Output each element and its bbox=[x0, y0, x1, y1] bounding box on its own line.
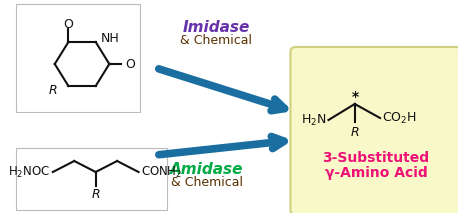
Text: O: O bbox=[64, 19, 73, 32]
Text: H$_2$N: H$_2$N bbox=[301, 112, 327, 128]
Text: Imidase: Imidase bbox=[183, 20, 250, 36]
FancyBboxPatch shape bbox=[16, 148, 167, 210]
Text: & Chemical: & Chemical bbox=[171, 177, 243, 190]
Text: 3-Substituted: 3-Substituted bbox=[322, 151, 430, 165]
FancyBboxPatch shape bbox=[16, 4, 140, 112]
Text: NH: NH bbox=[101, 32, 119, 45]
Text: R: R bbox=[49, 83, 57, 96]
Text: CONH$_2$: CONH$_2$ bbox=[142, 164, 183, 180]
Text: γ-Amino Acid: γ-Amino Acid bbox=[325, 166, 428, 180]
Text: O: O bbox=[125, 58, 135, 71]
Text: & Chemical: & Chemical bbox=[180, 35, 252, 47]
Text: H$_2$NOC: H$_2$NOC bbox=[8, 164, 50, 180]
Text: R: R bbox=[91, 187, 100, 200]
FancyBboxPatch shape bbox=[290, 47, 458, 213]
Text: CO$_2$H: CO$_2$H bbox=[382, 111, 417, 125]
Text: *: * bbox=[352, 90, 359, 104]
Text: Amidase: Amidase bbox=[170, 163, 244, 177]
Text: R: R bbox=[350, 125, 359, 138]
